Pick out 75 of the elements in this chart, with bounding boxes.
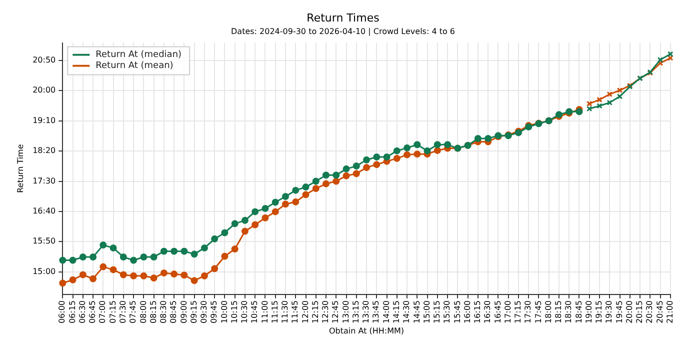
x-tick-label: 17:45 bbox=[534, 300, 543, 324]
y-tick-label: 17:30 bbox=[32, 176, 56, 186]
x-tick-label: 20:00 bbox=[624, 300, 634, 324]
y-tick-label: 15:00 bbox=[32, 266, 56, 276]
x-tick-label: 07:30 bbox=[118, 300, 128, 324]
x-tick-label: 06:45 bbox=[88, 300, 98, 324]
y-tick-label: 20:50 bbox=[32, 56, 56, 65]
x-tick-label: 11:45 bbox=[290, 300, 300, 324]
x-tick-label: 16:00 bbox=[462, 300, 472, 324]
x-tick-label: 16:30 bbox=[483, 300, 492, 324]
x-tick-label: 18:45 bbox=[574, 300, 584, 324]
legend-label: Return At (median) bbox=[96, 50, 182, 60]
x-tick-label: 13:00 bbox=[341, 300, 350, 324]
x-tick-label: 08:00 bbox=[138, 300, 148, 324]
x-tick-label: 16:15 bbox=[473, 300, 482, 324]
x-tick-label: 09:45 bbox=[210, 300, 219, 324]
x-tick-label: 15:45 bbox=[452, 300, 462, 324]
x-tick-label: 10:00 bbox=[220, 300, 229, 324]
x-tick-label: 13:30 bbox=[362, 300, 371, 324]
y-tick-label: 20:00 bbox=[32, 86, 56, 95]
x-tick-label: 11:30 bbox=[280, 300, 290, 324]
x-tick-label: 19:30 bbox=[604, 300, 614, 324]
x-tick-label: 11:00 bbox=[260, 300, 270, 324]
x-tick-label: 19:45 bbox=[614, 300, 624, 324]
x-tick-label: 21:00 bbox=[665, 300, 674, 324]
x-tick-label: 14:00 bbox=[382, 300, 391, 324]
x-tick-label: 16:45 bbox=[493, 300, 502, 324]
y-tick-label: 16:40 bbox=[32, 206, 56, 216]
y-axis-title: Return Time bbox=[16, 144, 25, 193]
x-tick-label: 12:15 bbox=[310, 300, 320, 324]
x-tick-label: 15:30 bbox=[442, 300, 452, 324]
chart-title: Return Times bbox=[306, 11, 380, 24]
x-tick-label: 09:15 bbox=[189, 300, 198, 324]
x-tick-label: 09:30 bbox=[200, 300, 209, 324]
x-tick-label: 12:45 bbox=[331, 300, 340, 324]
x-tick-label: 14:45 bbox=[412, 300, 422, 324]
x-tick-label: 18:15 bbox=[554, 300, 564, 324]
x-tick-label: 08:15 bbox=[148, 300, 158, 324]
x-tick-label: 17:00 bbox=[503, 300, 512, 324]
x-tick-label: 15:00 bbox=[422, 300, 432, 324]
x-tick-label: 06:15 bbox=[68, 300, 77, 324]
x-tick-label: 08:30 bbox=[159, 300, 168, 324]
x-tick-label: 11:15 bbox=[270, 300, 280, 324]
x-axis-title: Obtain At (HH:MM) bbox=[329, 326, 404, 336]
x-tick-label: 12:00 bbox=[300, 300, 310, 324]
x-tick-label: 19:00 bbox=[584, 300, 594, 324]
x-tick-label: 15:15 bbox=[432, 300, 442, 324]
x-tick-label: 10:30 bbox=[240, 300, 250, 324]
x-tick-label: 14:30 bbox=[402, 300, 412, 324]
x-tick-label: 20:15 bbox=[635, 300, 644, 324]
x-tick-label: 18:30 bbox=[564, 300, 574, 324]
x-tick-label: 07:00 bbox=[98, 300, 108, 324]
y-tick-label: 19:10 bbox=[32, 116, 56, 125]
x-tick-label: 06:30 bbox=[78, 300, 87, 324]
chart-subtitle: Dates: 2024-09-30 to 2026-04-10 | Crowd Levels: 4 to 6 bbox=[231, 27, 455, 36]
x-tick-label: 07:45 bbox=[128, 300, 138, 324]
y-tick-label: 15:50 bbox=[32, 236, 56, 246]
x-tick-label: 08:45 bbox=[169, 300, 178, 324]
x-tick-label: 17:15 bbox=[514, 300, 523, 324]
x-tick-label: 19:15 bbox=[594, 300, 604, 324]
x-tick-label: 17:30 bbox=[524, 300, 533, 324]
x-tick-label: 06:00 bbox=[58, 300, 67, 324]
x-tick-label: 13:45 bbox=[372, 300, 381, 324]
x-tick-label: 12:30 bbox=[321, 300, 330, 324]
x-tick-label: 13:15 bbox=[351, 300, 360, 324]
x-tick-label: 18:00 bbox=[544, 300, 553, 324]
x-tick-label: 07:15 bbox=[108, 300, 118, 324]
y-tick-label: 18:20 bbox=[32, 146, 56, 156]
x-tick-label: 20:30 bbox=[645, 300, 654, 324]
x-tick-label: 09:00 bbox=[179, 300, 188, 324]
x-tick-label: 10:45 bbox=[250, 300, 260, 324]
x-tick-label: 14:15 bbox=[392, 300, 401, 324]
x-tick-label: 20:45 bbox=[655, 300, 664, 324]
x-tick-label: 10:15 bbox=[230, 300, 239, 324]
legend-label: Return At (mean) bbox=[96, 61, 174, 72]
